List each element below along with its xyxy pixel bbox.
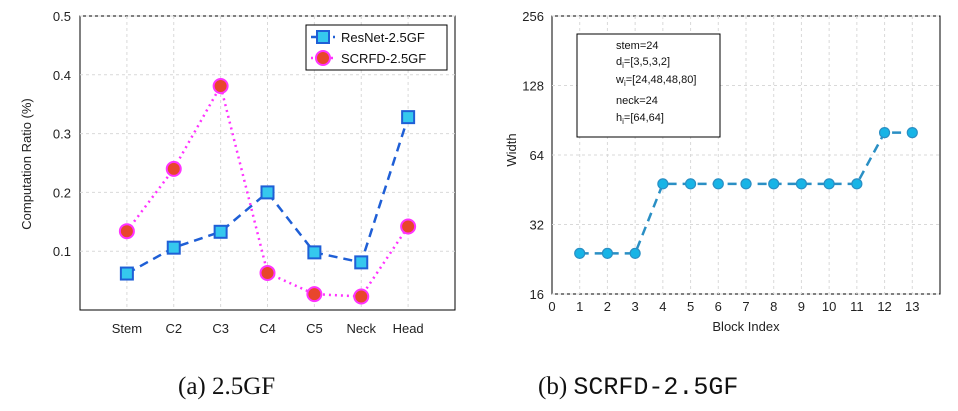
annotation-widths: wi=[24,48,48,80]	[615, 74, 696, 88]
resnet-point	[307, 245, 322, 260]
legend-scrfd-marker	[315, 50, 331, 66]
y-tick-label: 0.2	[53, 185, 71, 200]
right-y-axis-label: Width	[504, 133, 519, 166]
annotation-d-value: =[3,5,3,2]	[624, 56, 670, 68]
x-tick-label: 11	[850, 299, 864, 314]
width-point	[629, 247, 641, 259]
y-tick-label: 256	[522, 9, 544, 24]
right-y-ticks: 16 32 64 128 256	[522, 9, 544, 302]
annotation-stem: stem=24	[616, 40, 659, 52]
annotation-w-value: =[24,48,48,80]	[626, 74, 697, 86]
right-x-axis-label: Block Index	[712, 319, 780, 334]
x-tick-label: 1	[576, 299, 583, 314]
y-tick-label: 16	[530, 287, 544, 302]
annotation-h-symbol: h	[616, 112, 622, 124]
width-point	[795, 178, 808, 190]
annotation-w-symbol: w	[615, 74, 624, 86]
x-tick-label: Head	[393, 321, 424, 336]
x-tick-label: 6	[715, 299, 722, 314]
annotation-depths: di=[3,5,3,2]	[616, 56, 670, 70]
y-tick-label: 64	[530, 148, 544, 163]
resnet-point	[166, 240, 181, 255]
annotation-w-sub: i	[624, 79, 626, 88]
y-tick-label: 0.1	[53, 244, 71, 259]
caption-left: (a) 2.5GF	[178, 373, 275, 400]
caption-right-name: SCRFD-2.5GF	[573, 373, 738, 402]
width-point	[851, 178, 863, 190]
width-point	[574, 247, 586, 259]
width-point	[740, 178, 752, 190]
caption-right-prefix: (b)	[538, 373, 573, 400]
y-tick-label: 32	[530, 218, 544, 233]
width-point	[712, 178, 724, 190]
y-tick-label: 0.4	[53, 68, 71, 83]
right-series	[574, 127, 918, 259]
x-tick-label: C4	[259, 321, 276, 336]
annotation-box	[576, 33, 721, 138]
x-tick-label: Stem	[112, 321, 142, 336]
annotation-heads: hi=[64,64]	[616, 112, 664, 126]
legend-scrfd-label: SCRFD-2.5GF	[341, 51, 426, 66]
x-tick-label: 5	[687, 299, 694, 314]
scrfd-point	[353, 288, 370, 305]
right-x-ticks: 0 1 2 3 4 5 6 7 8 9 10 11 12 13	[548, 299, 919, 314]
scrfd-point	[400, 218, 417, 235]
x-tick-label: 9	[798, 299, 805, 314]
x-tick-label: 3	[632, 299, 639, 314]
x-tick-label: 12	[877, 299, 891, 314]
width-point	[906, 127, 918, 139]
x-tick-label: 4	[659, 299, 666, 314]
left-series	[118, 77, 417, 305]
x-tick-label: C2	[165, 321, 182, 336]
annotation-h-sub: i	[622, 117, 624, 126]
y-tick-label: 0.5	[53, 9, 71, 24]
width-point	[657, 178, 669, 190]
x-tick-label: 13	[905, 299, 919, 314]
x-tick-label: 0	[548, 299, 555, 314]
x-tick-label: 10	[822, 299, 836, 314]
width-point	[878, 127, 891, 139]
annotation-d-sub: i	[622, 61, 624, 70]
resnet-point	[213, 224, 228, 239]
x-tick-label: 8	[770, 299, 777, 314]
resnet-point	[260, 185, 275, 200]
width-point	[768, 178, 780, 190]
scrfd-point	[306, 286, 323, 303]
x-tick-label: 2	[604, 299, 611, 314]
x-tick-label: C5	[306, 321, 323, 336]
resnet-point	[401, 110, 416, 125]
scrfd-point	[212, 77, 229, 94]
left-y-axis-label: Computation Ratio (%)	[19, 98, 34, 230]
annotation-neck: neck=24	[616, 95, 658, 107]
resnet-point	[354, 255, 369, 270]
y-tick-label: 0.3	[53, 127, 71, 142]
annotation-d-symbol: d	[616, 56, 622, 68]
width-point	[823, 178, 835, 190]
caption-right: (b) SCRFD-2.5GF	[538, 373, 738, 402]
width-point	[684, 178, 697, 190]
config-annotation: stem=24 di=[3,5,3,2] wi=[24,48,48,80] ne…	[576, 33, 721, 138]
right-grid	[552, 15, 940, 295]
legend-resnet-label: ResNet-2.5GF	[341, 30, 425, 45]
resnet-point	[119, 266, 134, 281]
legend-resnet-marker	[316, 30, 330, 44]
x-tick-label: 7	[742, 299, 749, 314]
width-point	[601, 247, 614, 259]
scrfd-point	[165, 160, 182, 177]
x-tick-label: C3	[212, 321, 229, 336]
x-tick-label: Neck	[346, 321, 376, 336]
scrfd-point	[259, 264, 276, 281]
left-x-ticks: Stem C2 C3 C4 C5 Neck Head	[112, 321, 424, 336]
y-tick-label: 128	[522, 79, 544, 94]
left-y-ticks: 0.1 0.2 0.3 0.4 0.5	[53, 9, 71, 259]
left-legend: ResNet-2.5GF SCRFD-2.5GF	[305, 24, 448, 71]
computation-ratio-chart: 0.1 0.2 0.3 0.4 0.5 Stem C2 C3 C4 C5 Neck Head Com…	[19, 9, 456, 336]
annotation-h-value: =[64,64]	[624, 112, 664, 124]
scrfd-point	[118, 223, 135, 240]
